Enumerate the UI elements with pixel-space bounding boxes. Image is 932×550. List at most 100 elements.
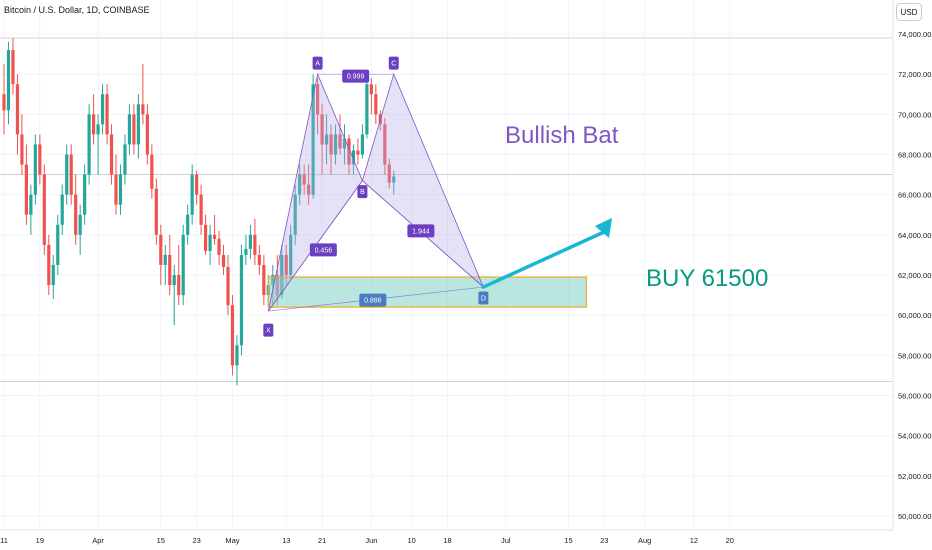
candle-body	[212, 234, 217, 239]
candle-body	[100, 94, 105, 125]
candle-body	[74, 194, 78, 235]
candle-body	[221, 254, 226, 267]
price-tick-label: 70,000.00	[898, 110, 931, 119]
currency-button[interactable]: USD	[896, 3, 922, 21]
candle-body	[114, 174, 118, 205]
candle-body	[132, 114, 136, 145]
annotations: Bullish Bat BUY 61500	[505, 122, 768, 292]
candle-body	[262, 264, 266, 296]
buy-zone-box	[267, 276, 587, 308]
time-tick-label: 15	[564, 536, 572, 545]
candle-body	[392, 176, 396, 183]
candle-body	[24, 164, 28, 215]
candle-body	[154, 188, 158, 235]
ratio-xad: 0.886	[364, 298, 382, 305]
candle-body	[69, 154, 73, 195]
candle-body	[293, 194, 297, 235]
price-tick-label: 58,000.00	[898, 351, 931, 360]
candle-body	[87, 114, 91, 175]
price-tick-label: 62,000.00	[898, 271, 931, 280]
symbol-title[interactable]: Bitcoin / U.S. Dollar, 1D, COINBASE	[4, 5, 150, 15]
candle-body	[123, 144, 127, 175]
candle-body	[159, 234, 163, 265]
candle-body	[248, 234, 252, 249]
price-tick-label: 68,000.00	[898, 151, 931, 160]
candle-body	[78, 214, 82, 235]
candle-body	[365, 84, 369, 135]
price-tick-label: 56,000.00	[898, 392, 931, 401]
price-tick-label: 72,000.00	[898, 70, 931, 79]
time-tick-label: 13	[282, 536, 290, 545]
candle-body	[56, 224, 60, 265]
candle-body	[204, 224, 208, 251]
price-tick-label: 64,000.00	[898, 231, 931, 240]
candle-body	[92, 114, 96, 135]
time-tick-label: 18	[443, 536, 451, 545]
candle-body	[298, 174, 302, 195]
candle-body	[150, 154, 154, 189]
candle-body	[195, 174, 199, 195]
price-axis[interactable]: 50,000.00 52,000.00 54,000.00 56,000.00 58,0…	[892, 0, 931, 530]
candle-body	[118, 174, 123, 205]
time-tick-label: 20	[726, 536, 734, 545]
candle-body	[342, 138, 347, 149]
horizontal-levels	[0, 37, 893, 382]
candle-body	[239, 254, 244, 346]
ratio-xab-bg	[309, 243, 337, 257]
bat-pattern: X A B C D 0.456 0.999 1.944 0.886	[263, 56, 612, 337]
time-tick-label: 23	[600, 536, 608, 545]
buy-zone	[267, 276, 587, 308]
candle-body	[136, 104, 140, 145]
price-tick-label: 66,000.00	[898, 191, 931, 200]
point-label-a: A	[315, 61, 320, 68]
candle-body	[324, 134, 329, 145]
candle-body	[280, 254, 284, 296]
ratio-xab: 0.456	[315, 247, 333, 254]
time-tick-label: 12	[690, 536, 698, 545]
candle-body	[253, 234, 257, 255]
candle-body	[244, 248, 248, 255]
candle-body	[351, 150, 356, 165]
candle-body	[47, 244, 51, 286]
candle-body	[387, 164, 391, 183]
candle-body	[127, 114, 132, 145]
candle-body	[168, 254, 172, 286]
candle-body	[145, 114, 149, 155]
candle-body	[29, 194, 33, 215]
trade-call-label: BUY 61500	[646, 265, 768, 292]
point-label-x: X	[266, 328, 271, 335]
ratio-bcd: 1.944	[412, 228, 430, 235]
point-label-a-bg	[312, 56, 323, 70]
candle-body	[360, 134, 364, 155]
candle-body	[217, 238, 221, 255]
candle-body	[141, 104, 145, 115]
time-tick-label: 21	[318, 536, 326, 545]
candle-body	[172, 275, 176, 286]
candle-body	[2, 94, 6, 111]
candle-body	[65, 154, 69, 195]
candle-body	[60, 194, 64, 225]
candle-body	[311, 84, 315, 195]
candle-body	[6, 50, 11, 111]
point-label-d: D	[481, 296, 486, 303]
time-tick-label: 11	[0, 536, 8, 545]
ratio-abc-bg	[342, 69, 370, 83]
time-tick-label: 19	[36, 536, 44, 545]
candle-body	[230, 305, 235, 366]
price-tick-label: 74,000.00	[898, 30, 931, 39]
candle-body	[83, 174, 87, 215]
candle-body	[33, 144, 37, 195]
time-axis[interactable]: 11 19 Apr 15 23 May 13 21 Jun 10 18 Jul 15 23 Aug 12 20	[0, 529, 893, 545]
candle-body	[284, 254, 288, 275]
time-tick-label: 10	[408, 536, 416, 545]
candle-body	[383, 124, 387, 165]
pattern-name-label: Bullish Bat	[505, 122, 619, 149]
bullish-arrow-shaft	[481, 230, 606, 289]
candle-body	[289, 234, 293, 275]
point-label-c-bg	[388, 56, 399, 70]
candle-body	[338, 134, 342, 149]
gridlines	[0, 0, 893, 530]
candle-body	[190, 174, 194, 215]
price-tick-label: 50,000.00	[898, 512, 931, 521]
